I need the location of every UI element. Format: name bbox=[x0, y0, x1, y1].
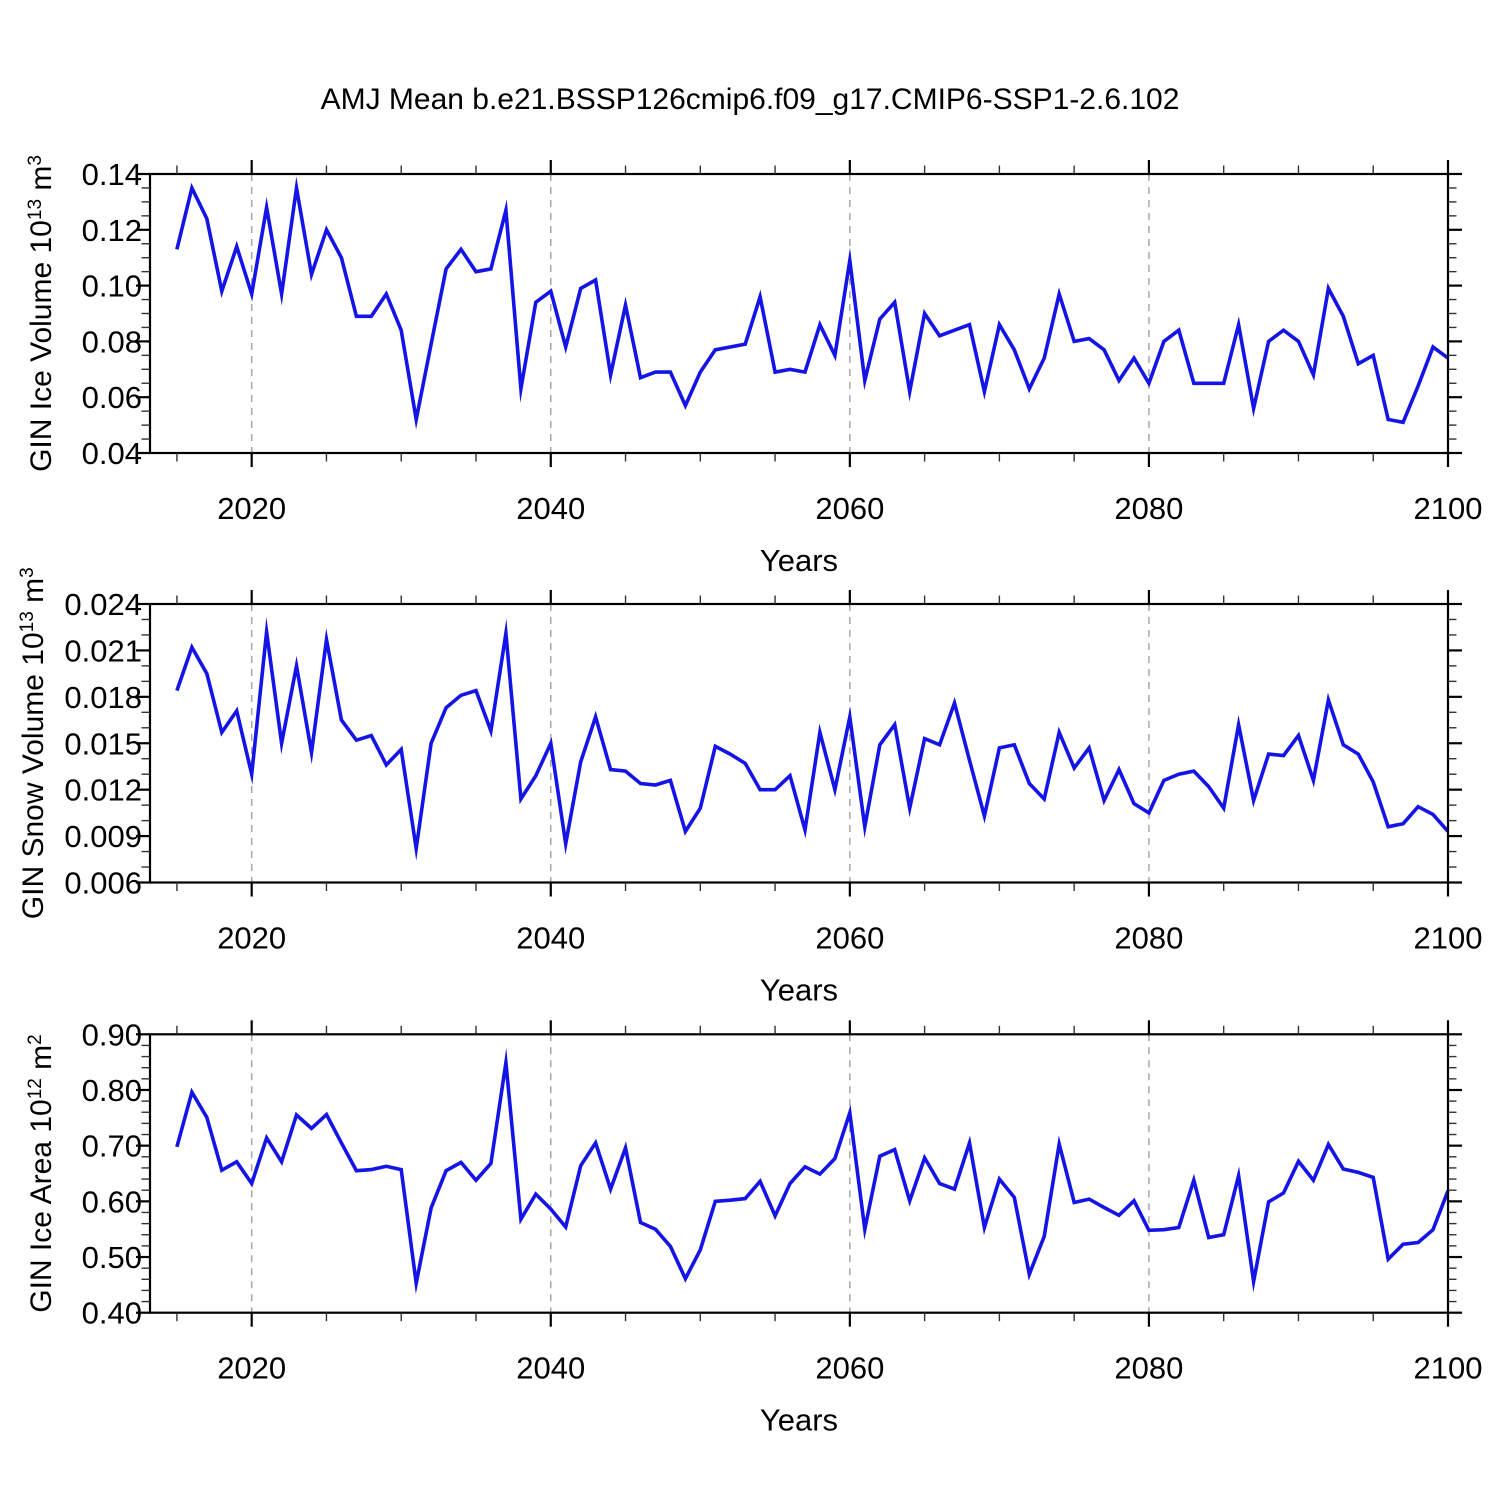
panel-frame bbox=[148, 1033, 1450, 1314]
y-tick-label: 0.14 bbox=[82, 157, 142, 192]
x-tick-label: 2020 bbox=[217, 1351, 286, 1386]
y-tick-label: 0.12 bbox=[82, 213, 142, 248]
x-tick-label: 2040 bbox=[516, 921, 585, 956]
y-tick-label: 0.04 bbox=[82, 436, 142, 471]
x-tick-label: 2040 bbox=[516, 1351, 585, 1386]
x-tick-label: 2100 bbox=[1414, 491, 1483, 526]
y-tick-label: 0.60 bbox=[82, 1184, 142, 1219]
series-line bbox=[175, 176, 1450, 430]
x-tick-label: 2060 bbox=[815, 1351, 884, 1386]
x-tick-label: 2020 bbox=[217, 491, 286, 526]
x-tick-label: 2100 bbox=[1414, 1351, 1483, 1386]
x-tick-label: 2020 bbox=[217, 921, 286, 956]
y-tick-label: 0.012 bbox=[64, 773, 142, 808]
y-tick-label: 0.80 bbox=[82, 1073, 142, 1108]
y-tick-label: 0.08 bbox=[82, 324, 142, 359]
y-tick-label: 0.009 bbox=[64, 819, 142, 854]
figure-title: AMJ Mean b.e21.BSSP126cmip6.f09_g17.CMIP… bbox=[320, 83, 1180, 116]
series-line bbox=[175, 616, 1450, 861]
x-tick-label: 2080 bbox=[1114, 491, 1183, 526]
x-axis-title: Years bbox=[760, 543, 838, 578]
panel-frame bbox=[148, 602, 1450, 884]
y-tick-label: 0.024 bbox=[64, 587, 142, 622]
x-tick-label: 2080 bbox=[1114, 921, 1183, 956]
y-tick-label: 0.10 bbox=[82, 269, 142, 304]
y-axis-title: GIN Ice Volume 1013 m3 bbox=[25, 155, 58, 472]
x-tick-label: 2100 bbox=[1414, 921, 1483, 956]
y-tick-label: 0.40 bbox=[82, 1296, 142, 1331]
x-axis-title: Years bbox=[760, 973, 838, 1008]
series-line bbox=[175, 1047, 1450, 1295]
y-tick-label: 0.018 bbox=[64, 680, 142, 715]
x-tick-label: 2060 bbox=[815, 491, 884, 526]
y-tick-label: 0.70 bbox=[82, 1129, 142, 1164]
y-tick-label: 0.06 bbox=[82, 380, 142, 415]
y-tick-label: 0.021 bbox=[64, 633, 142, 668]
x-axis-title: Years bbox=[760, 1403, 838, 1438]
y-tick-label: 0.50 bbox=[82, 1240, 142, 1275]
y-tick-label: 0.015 bbox=[64, 726, 142, 761]
panel1: 2020 2040 2060 2080 2100 0.04 0.06 0.08 0.10 0.12… bbox=[25, 155, 1482, 578]
y-axis-title: GIN Snow Volume 1013 m3 bbox=[17, 567, 50, 919]
y-tick-label: 0.90 bbox=[82, 1017, 142, 1052]
y-tick-label: 0.006 bbox=[64, 866, 142, 901]
panel2: 2020 2040 2060 2080 2100 0.006 0.009 0.012 0.015… bbox=[17, 567, 1482, 1007]
x-tick-label: 2040 bbox=[516, 491, 585, 526]
x-tick-label: 2080 bbox=[1114, 1351, 1183, 1386]
panel3: 2020 2040 2060 2080 2100 0.40 0.50 0.60 0.70 0.80… bbox=[25, 1017, 1482, 1437]
y-axis-title: GIN Ice Area 1012 m2 bbox=[25, 1034, 58, 1313]
x-tick-label: 2060 bbox=[815, 921, 884, 956]
